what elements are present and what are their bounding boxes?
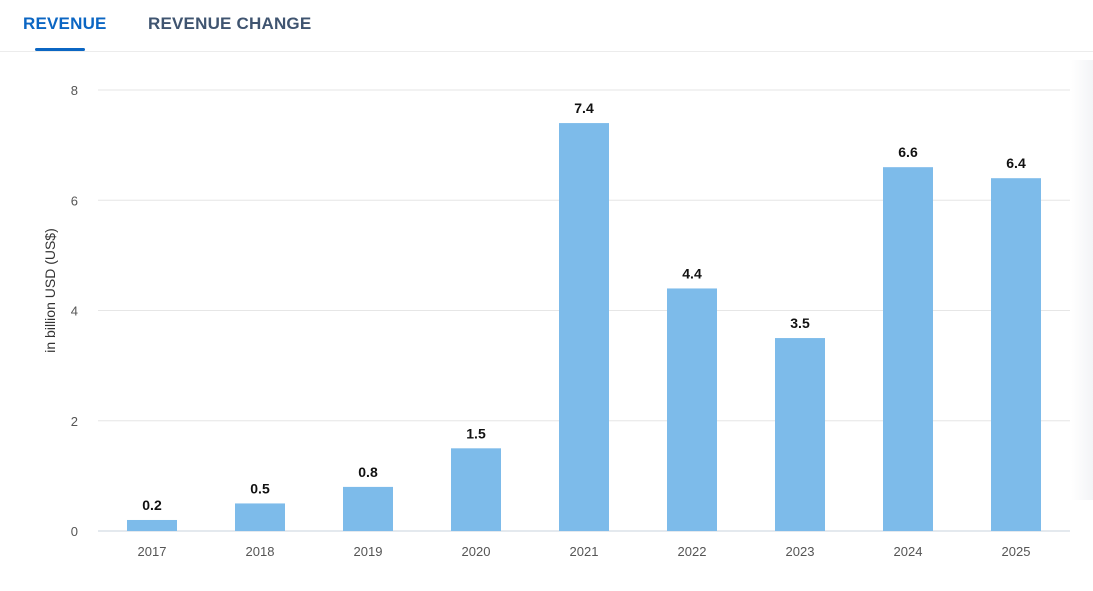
active-tab-indicator	[35, 48, 85, 51]
y-tick-label: 2	[71, 414, 78, 429]
x-tick-label-2018: 2018	[246, 544, 275, 559]
data-label-2023: 3.5	[790, 315, 810, 331]
bar-2018	[235, 503, 285, 531]
data-label-2024: 6.6	[898, 144, 918, 160]
data-label-2020: 1.5	[466, 425, 486, 441]
x-tick-label-2021: 2021	[570, 544, 599, 559]
revenue-bar-chart: 0 2 4 6 8 in billion USD (US$) 0.2 2017 0.5 2018 0…	[42, 83, 1070, 559]
x-tick-label-2023: 2023	[786, 544, 815, 559]
y-tick-label: 4	[71, 304, 78, 319]
y-tick-label: 6	[71, 193, 78, 208]
x-tick-label-2022: 2022	[678, 544, 707, 559]
y-axis-label: in billion USD (US$)	[42, 228, 58, 352]
x-tick-label-2017: 2017	[138, 544, 167, 559]
y-tick-label: 8	[71, 83, 78, 98]
data-label-2018: 0.5	[250, 480, 270, 496]
x-tick-label-2019: 2019	[354, 544, 383, 559]
bar-2021	[559, 123, 609, 531]
tab-revenue-change[interactable]: REVENUE CHANGE	[148, 14, 312, 33]
bar-2017	[127, 519, 177, 531]
bar-2022	[667, 288, 717, 531]
tab-revenue[interactable]: REVENUE	[23, 14, 107, 33]
bar-2023	[775, 338, 825, 531]
x-tick-label-2024: 2024	[894, 544, 923, 559]
data-label-2022: 4.4	[682, 265, 702, 281]
y-tick-label: 0	[71, 524, 78, 539]
x-tick-label-2020: 2020	[462, 544, 491, 559]
bar-2020	[451, 448, 501, 531]
bar-2019	[343, 486, 393, 531]
data-label-2025: 6.4	[1006, 155, 1026, 171]
tab-bar: REVENUE REVENUE CHANGE	[0, 0, 1093, 52]
bar-2025	[991, 178, 1041, 531]
x-tick-label-2025: 2025	[1002, 544, 1031, 559]
data-label-2021: 7.4	[574, 100, 594, 116]
data-label-2019: 0.8	[358, 464, 378, 480]
panel-edge-shadow	[1071, 60, 1093, 500]
bar-2024	[883, 167, 933, 532]
data-label-2017: 0.2	[142, 497, 162, 513]
